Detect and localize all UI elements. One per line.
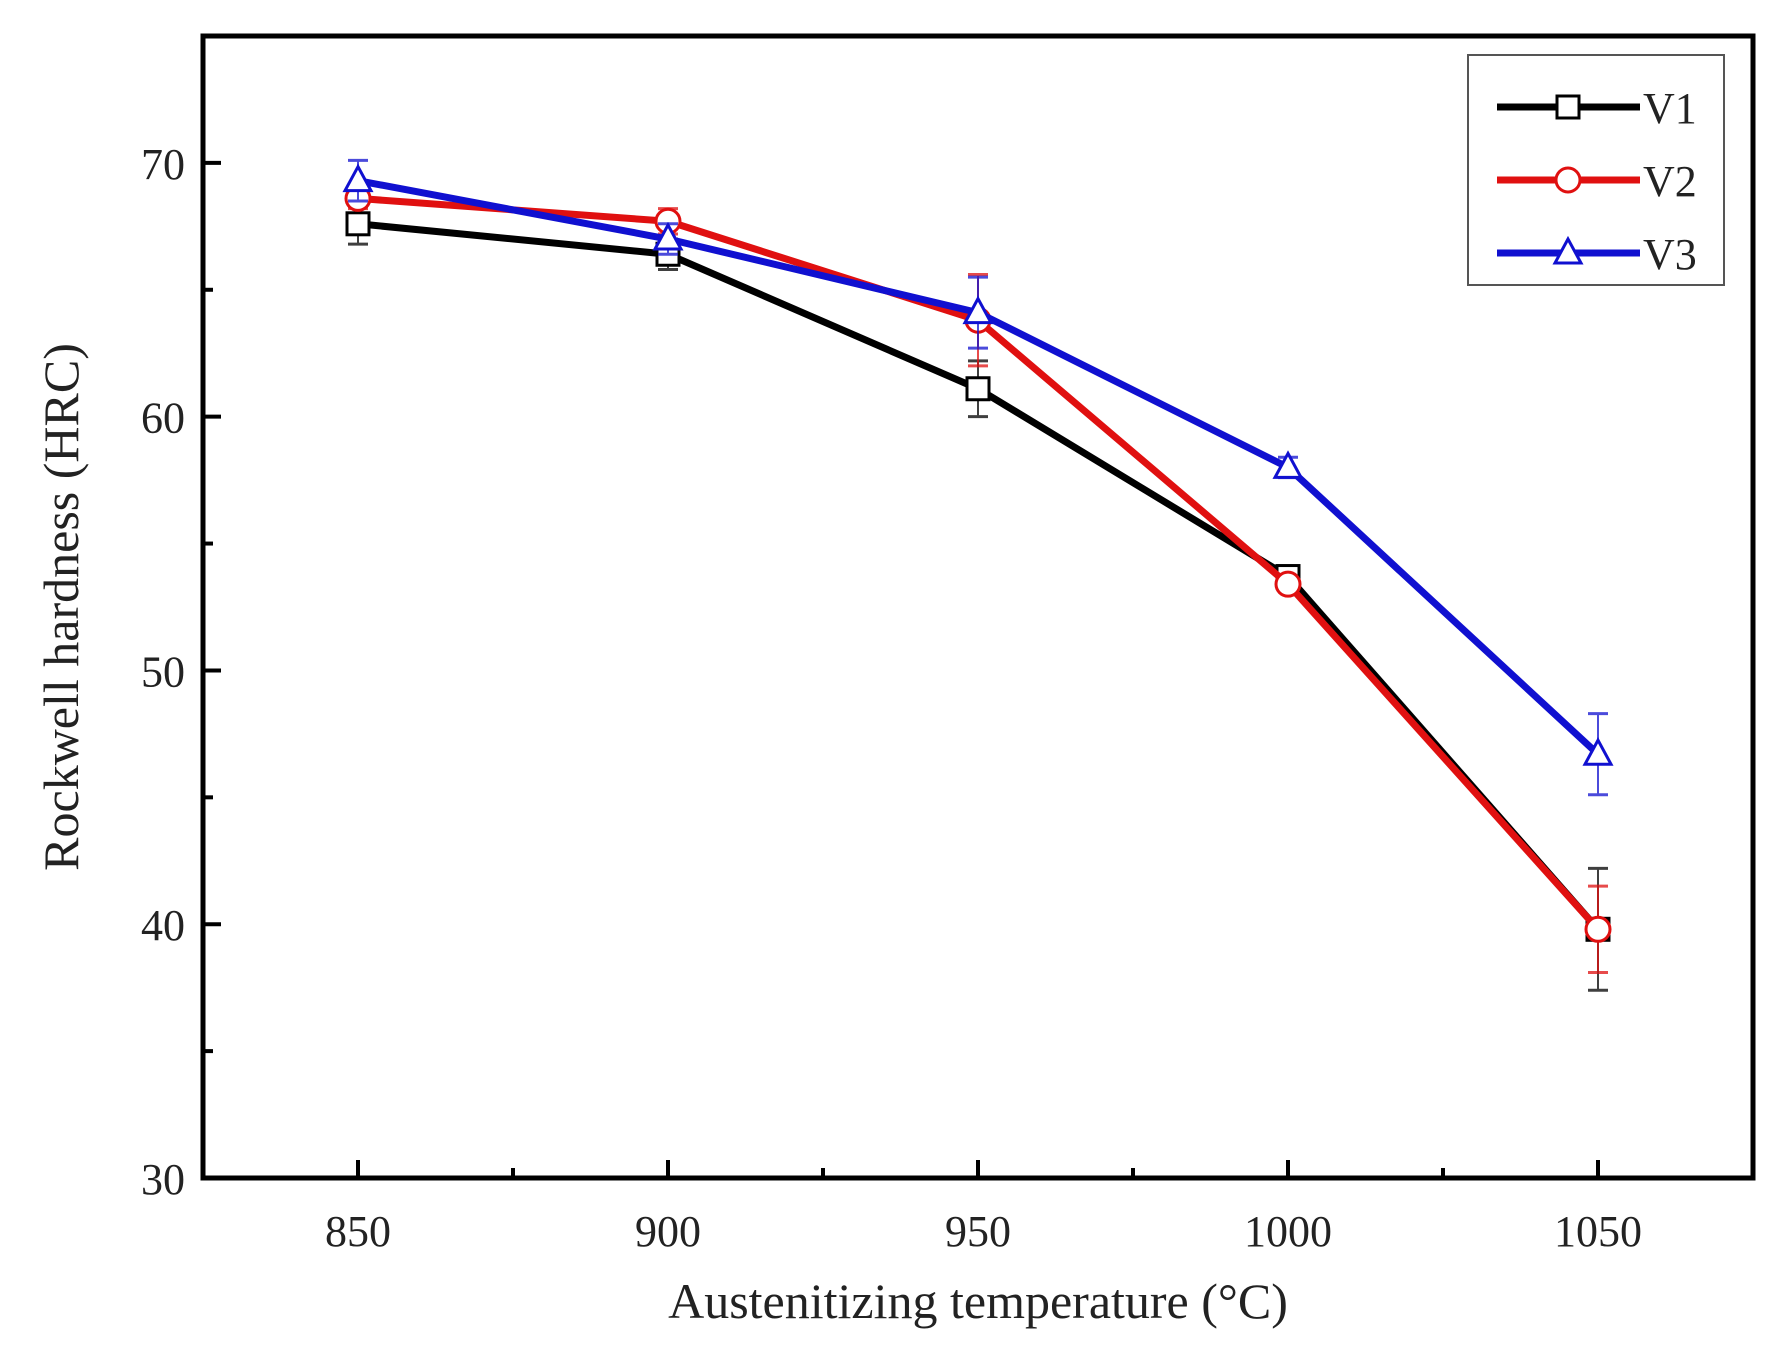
data-point	[345, 211, 371, 237]
legend-label: V3	[1643, 230, 1697, 279]
legend: V1 V2 V3	[1467, 54, 1725, 286]
y-axis-title: Rockwell hardness (HRC)	[33, 343, 89, 871]
series-V3	[342, 158, 1614, 797]
data-point	[652, 221, 684, 251]
plot-marks	[342, 158, 1614, 992]
y-tick-label: 60	[141, 394, 185, 443]
x-tick-label: 950	[945, 1207, 1011, 1256]
legend-label: V1	[1643, 84, 1697, 133]
y-tick-label: 30	[141, 1155, 185, 1204]
legend-marker	[1554, 166, 1582, 194]
data-point	[962, 295, 994, 325]
x-axis-title: Austenitizing temperature (°C)	[668, 1273, 1288, 1329]
data-point	[1274, 570, 1302, 598]
data-point	[342, 163, 374, 193]
data-point	[1584, 915, 1612, 943]
axis-ticks: 850 900 950 1000 1050 30 40 50 60 70	[141, 140, 1642, 1256]
data-point	[965, 376, 991, 402]
legend-label: V2	[1643, 157, 1697, 206]
legend-marker	[1552, 235, 1584, 265]
series-line	[357, 177, 1601, 757]
x-tick-label: 850	[325, 1207, 391, 1256]
y-tick-label: 50	[141, 647, 185, 696]
y-tick-label: 70	[141, 140, 185, 189]
legend-box	[1467, 54, 1725, 286]
data-point	[1272, 450, 1304, 479]
x-tick-label: 900	[635, 1207, 701, 1256]
y-tick-label: 40	[141, 901, 185, 950]
data-point	[1582, 737, 1614, 766]
legend-marker	[1555, 94, 1581, 120]
x-tick-label: 1050	[1554, 1207, 1642, 1256]
x-tick-label: 1000	[1244, 1207, 1332, 1256]
